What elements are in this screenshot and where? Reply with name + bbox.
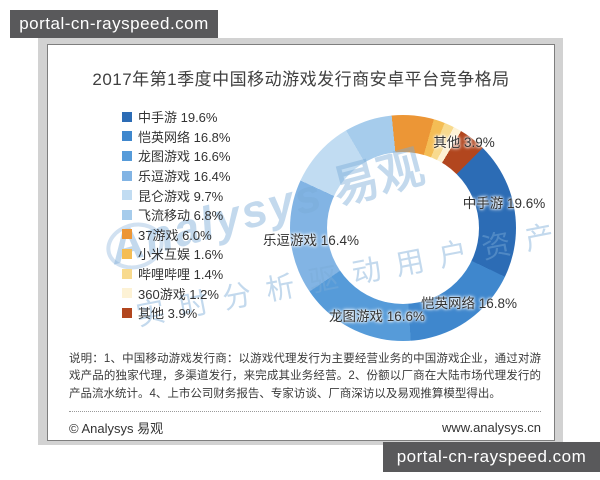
- legend-label: 小米互娱 1.6%: [138, 247, 224, 263]
- legend-label: 飞流移动 6.8%: [138, 208, 224, 224]
- legend-label: 乐逗游戏 16.4%: [138, 169, 231, 185]
- legend-swatch-icon: [122, 190, 132, 201]
- site-watermark-top: portal-cn-rayspeed.com: [10, 10, 218, 38]
- legend-swatch-icon: [122, 170, 132, 181]
- legend-label: 昆仑游戏 9.7%: [138, 188, 224, 204]
- chart-card: 2017年第1季度中国移动游戏发行商安卓平台竞争格局 中手游 19.6% 恺英网络…: [47, 44, 555, 441]
- legend-swatch-icon: [122, 288, 132, 299]
- donut-chart: [290, 115, 516, 341]
- legend-label: 哔哩哔哩 1.4%: [138, 267, 224, 283]
- legend-swatch-icon: [122, 111, 132, 122]
- legend-item: 其他 3.9%: [122, 303, 230, 323]
- legend-label: 恺英网络 16.8%: [138, 129, 231, 145]
- legend-item: 龙图游戏 16.6%: [122, 146, 230, 166]
- legend-item: 飞流移动 6.8%: [122, 205, 230, 225]
- legend-item: 360游戏 1.2%: [122, 283, 230, 303]
- legend-item: 乐逗游戏 16.4%: [122, 166, 230, 186]
- chart-legend: 中手游 19.6% 恺英网络 16.8% 龙图游戏 16.6% 乐逗游戏 16.4% 昆…: [122, 107, 230, 323]
- legend-swatch-icon: [122, 268, 132, 279]
- chart-image-frame: 2017年第1季度中国移动游戏发行商安卓平台竞争格局 中手游 19.6% 恺英网络…: [38, 38, 563, 445]
- donut-hole: [327, 152, 479, 304]
- legend-label: 其他 3.9%: [138, 306, 198, 322]
- legend-item: 恺英网络 16.8%: [122, 127, 230, 147]
- legend-swatch-icon: [122, 307, 132, 318]
- website-text: www.analysys.cn: [442, 420, 541, 435]
- site-watermark-bottom: portal-cn-rayspeed.com: [383, 442, 600, 472]
- legend-label: 中手游 19.6%: [138, 110, 218, 126]
- legend-swatch-icon: [122, 150, 132, 161]
- legend-item: 37游戏 6.0%: [122, 225, 230, 245]
- copyright-text: © Analysys 易观: [69, 421, 164, 436]
- chart-title: 2017年第1季度中国移动游戏发行商安卓平台竞争格局: [92, 70, 510, 89]
- legend-swatch-icon: [122, 248, 132, 259]
- legend-item: 中手游 19.6%: [122, 107, 230, 127]
- legend-swatch-icon: [122, 131, 132, 142]
- legend-item: 昆仑游戏 9.7%: [122, 185, 230, 205]
- note-text: 说明：1、中国移动游戏发行商：以游戏代理发行为主要经营业务的中国游戏企业，通过对…: [69, 353, 541, 400]
- legend-label: 龙图游戏 16.6%: [138, 149, 231, 165]
- legend-label: 37游戏 6.0%: [138, 227, 212, 243]
- legend-swatch-icon: [122, 209, 132, 220]
- legend-item: 小米互娱 1.6%: [122, 244, 230, 264]
- footer-divider: [69, 411, 541, 412]
- legend-item: 哔哩哔哩 1.4%: [122, 264, 230, 284]
- legend-swatch-icon: [122, 229, 132, 240]
- card-footer: © Analysys 易观 www.analysys.cn: [69, 418, 541, 437]
- legend-label: 360游戏 1.2%: [138, 286, 219, 302]
